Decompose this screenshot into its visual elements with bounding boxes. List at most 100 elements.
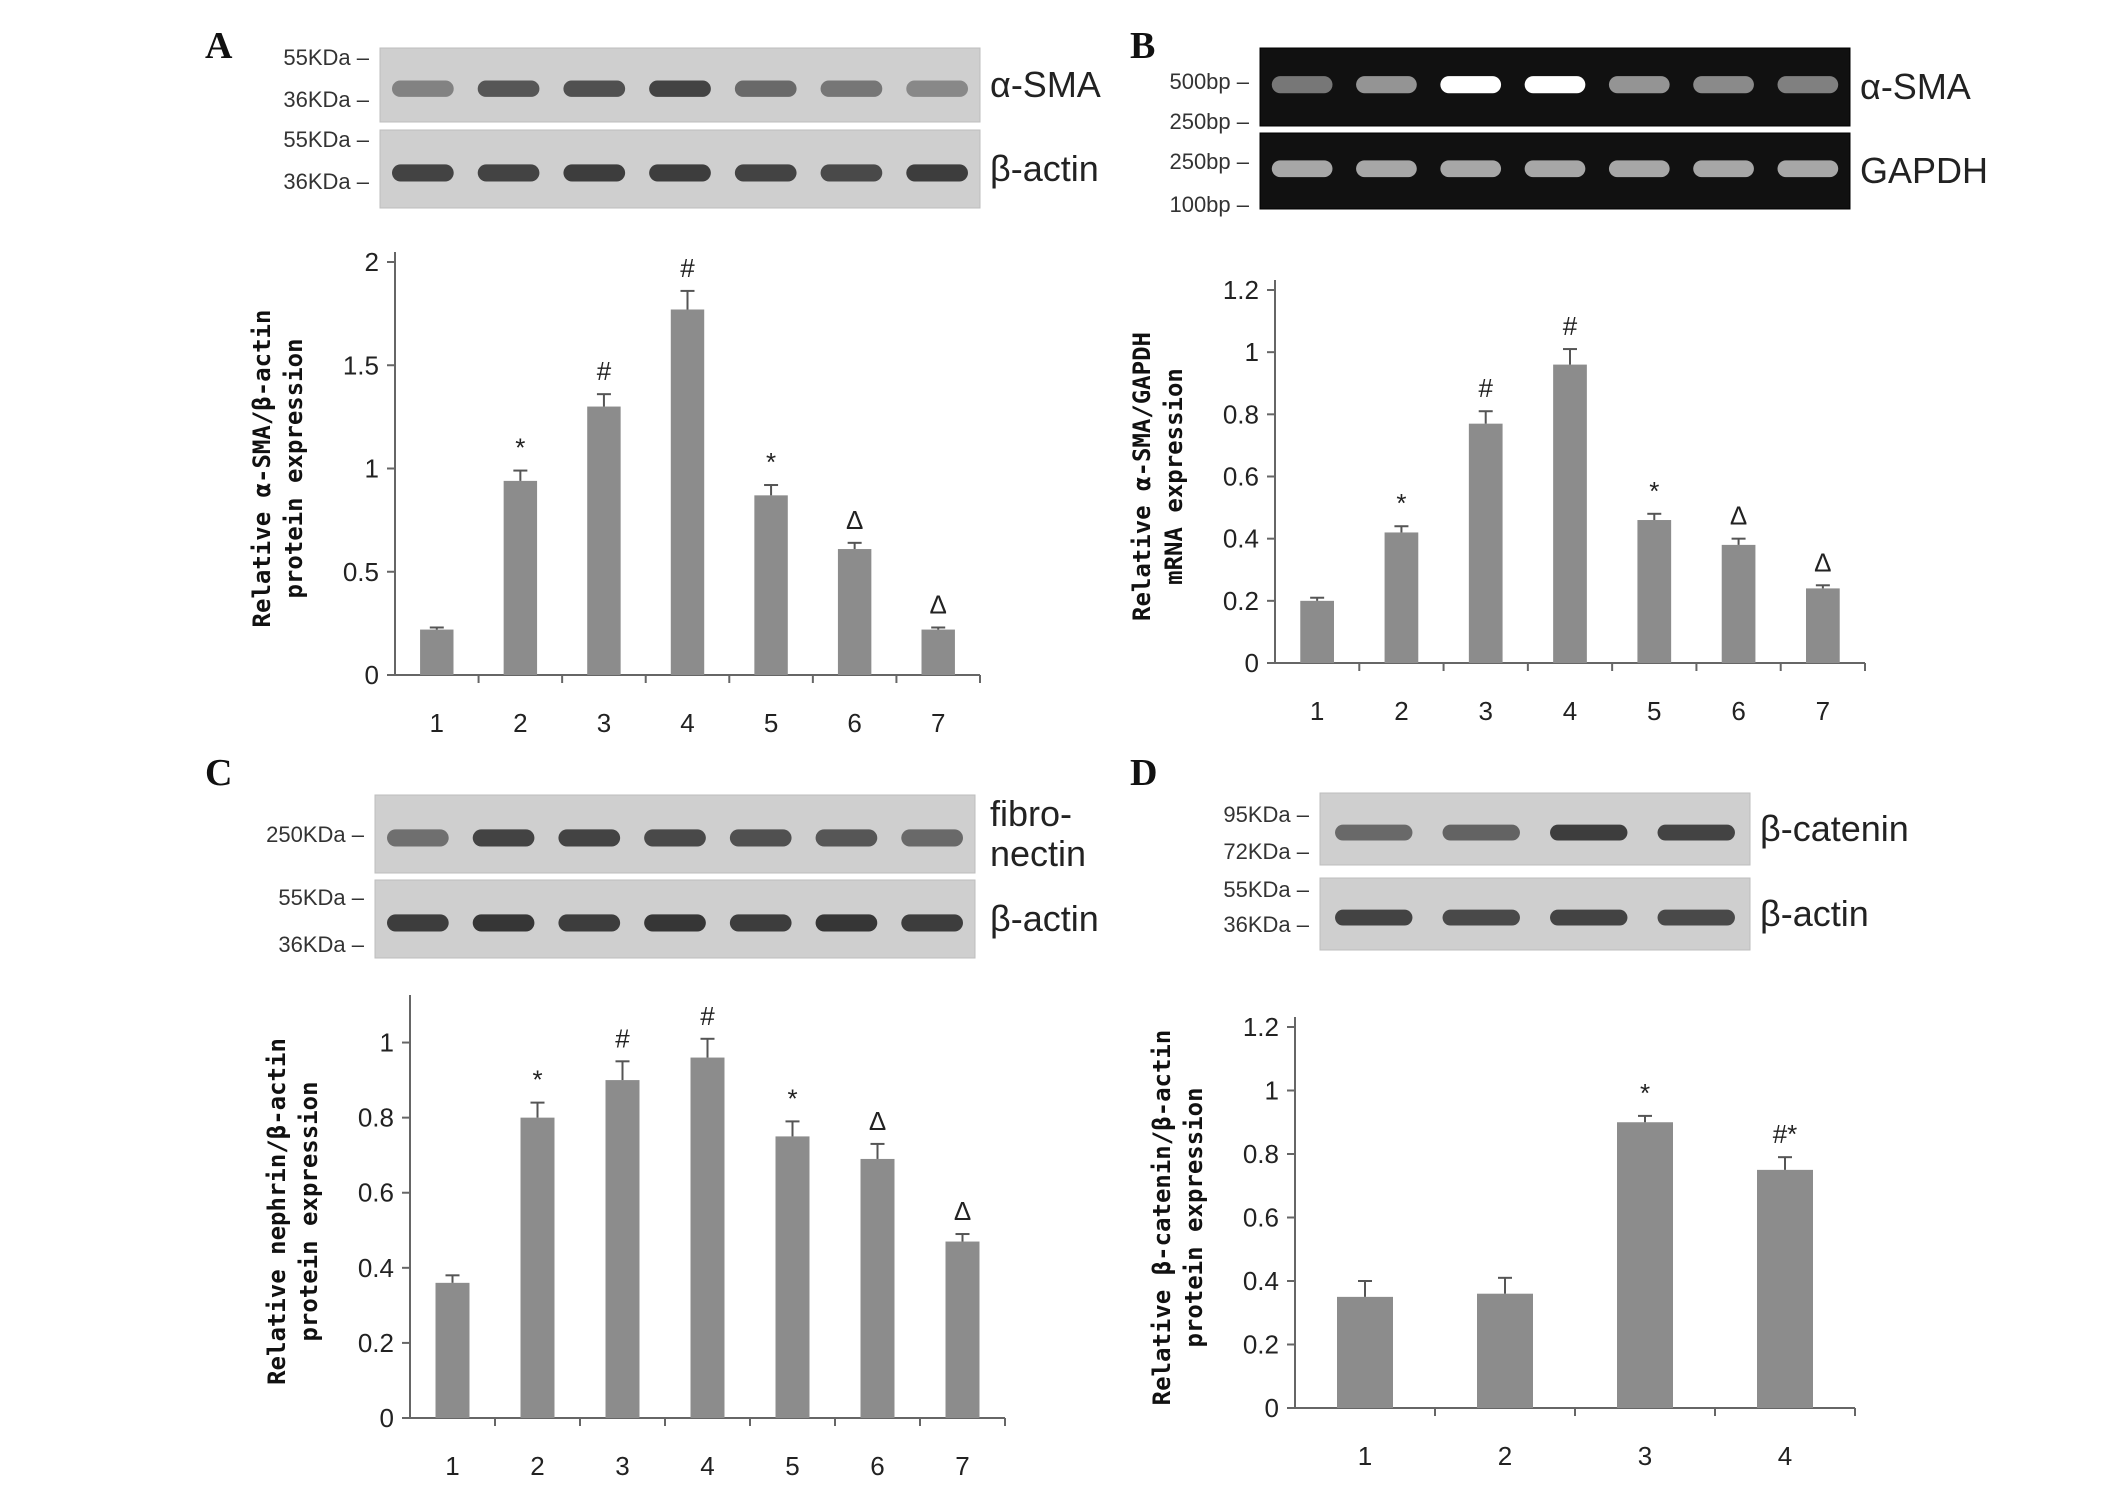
band (1550, 909, 1628, 926)
x-tick-label: 1 (1310, 696, 1324, 726)
band (558, 829, 621, 847)
band-label: nectin (990, 833, 1086, 874)
band (1335, 824, 1413, 841)
band (558, 914, 621, 932)
size-marker: 72KDa – (1223, 839, 1309, 864)
y-axis-title: protein expression (295, 1081, 323, 1341)
band-label: β-actin (990, 148, 1099, 189)
y-tick-label: 1.5 (343, 350, 379, 380)
band-label: β-actin (990, 898, 1099, 939)
band (1693, 76, 1754, 94)
band (729, 829, 792, 847)
size-marker: 95KDa – (1223, 802, 1309, 827)
panel-b-blot: Bα-SMA GAPDH 500bp – 250bp – 250bp – 100bp – (1130, 25, 1988, 217)
bar (1384, 532, 1419, 663)
band-label: α-SMA (990, 64, 1101, 105)
size-marker: 55KDa – (283, 45, 369, 70)
band (820, 164, 883, 182)
bar (503, 480, 538, 675)
x-tick-label: 3 (615, 1451, 629, 1481)
significance-marker: * (515, 433, 525, 463)
significance-marker: # (700, 1001, 715, 1031)
size-marker: 55KDa – (278, 885, 364, 910)
y-tick-label: 0 (1265, 1393, 1279, 1423)
band (649, 164, 711, 182)
panel-letter: C (205, 752, 232, 794)
size-marker: 36KDa – (278, 932, 364, 957)
x-tick-label: 3 (597, 708, 611, 738)
band (1524, 76, 1586, 94)
band (1693, 160, 1754, 178)
significance-marker: Δ (846, 505, 863, 535)
panel-a-chart: 0 0.5 1 1.5 2 1 2 * 3 #4 #5 * 6 Δ 7 Δ Relative α-SMA/β-a… (248, 247, 981, 738)
panel-d-blot: Dβ-catenin β-actin 95KDa – 72KDa – 55KDa – 36… (1130, 752, 1909, 951)
y-tick-label: 1 (1265, 1076, 1279, 1106)
x-tick-label: 4 (680, 708, 694, 738)
band (1335, 909, 1413, 926)
y-tick-label: 0.2 (1223, 586, 1259, 616)
significance-marker: Δ (869, 1106, 886, 1136)
band-label: fibro- (990, 793, 1072, 834)
size-marker: 500bp – (1169, 69, 1249, 94)
panel-letter: B (1130, 25, 1155, 67)
x-tick-label: 2 (1498, 1441, 1512, 1471)
band (729, 914, 792, 932)
significance-marker: * (1640, 1078, 1650, 1108)
bar (587, 406, 621, 675)
bar (420, 629, 454, 675)
x-tick-label: 1 (430, 708, 444, 738)
significance-marker: # (615, 1023, 630, 1053)
bar (860, 1158, 895, 1418)
significance-marker: * (1649, 476, 1659, 506)
band-label: α-SMA (1860, 66, 1971, 107)
band (563, 80, 626, 97)
x-tick-label: 1 (445, 1451, 459, 1481)
band (472, 914, 535, 932)
band (1550, 824, 1628, 841)
bar (670, 309, 705, 675)
x-tick-label: 2 (530, 1451, 544, 1481)
chart-layer: 0 0.5 1 1.5 2 1 2 * 3 #4 #5 * 6 Δ 7 Δ Relative α-SMA/β-a… (248, 247, 1866, 1481)
y-tick-label: 0.2 (358, 1328, 394, 1358)
y-tick-label: 0.6 (358, 1178, 394, 1208)
band (901, 829, 963, 847)
size-marker: 55KDa – (283, 127, 369, 152)
band (644, 829, 706, 847)
bar (837, 549, 872, 675)
band (734, 80, 797, 97)
y-tick-label: 0.8 (1223, 399, 1259, 429)
size-marker: 250KDa – (266, 822, 365, 847)
bar (605, 1080, 640, 1418)
y-tick-label: 0.6 (1243, 1203, 1279, 1233)
size-marker: 36KDa – (283, 169, 369, 194)
band (649, 80, 711, 97)
x-tick-label: 4 (1563, 696, 1577, 726)
y-tick-label: 0.5 (343, 557, 379, 587)
bar (690, 1057, 725, 1418)
band (387, 914, 449, 932)
bar (1337, 1296, 1393, 1408)
y-tick-label: 0.4 (1243, 1266, 1279, 1296)
band (906, 164, 968, 182)
band (387, 829, 449, 847)
x-tick-label: 5 (1647, 696, 1661, 726)
y-axis-title: protein expression (1180, 1087, 1208, 1347)
band (1608, 76, 1670, 94)
blot-layer: Aα-SMA β-actin 55KDa – 36KDa – 55KDa – 36KDa … (205, 25, 1988, 959)
panel-c-chart: 0 0.2 0.4 0.6 0.8 1 1 2 * 3 #4 #5 * 6 Δ 7 Δ Relative neph… (263, 995, 1006, 1481)
band (1271, 76, 1333, 94)
significance-marker: # (1478, 373, 1493, 403)
panel-letter: D (1130, 752, 1157, 794)
size-marker: 36KDa – (283, 87, 369, 112)
band (392, 164, 454, 182)
band (1442, 824, 1520, 841)
bar (754, 495, 788, 675)
band (1440, 76, 1502, 94)
band (472, 829, 535, 847)
y-tick-label: 1 (365, 454, 379, 484)
y-tick-label: 0.4 (1223, 524, 1259, 554)
bar (1757, 1169, 1813, 1408)
significance-marker: * (532, 1065, 542, 1095)
x-tick-label: 7 (931, 708, 945, 738)
